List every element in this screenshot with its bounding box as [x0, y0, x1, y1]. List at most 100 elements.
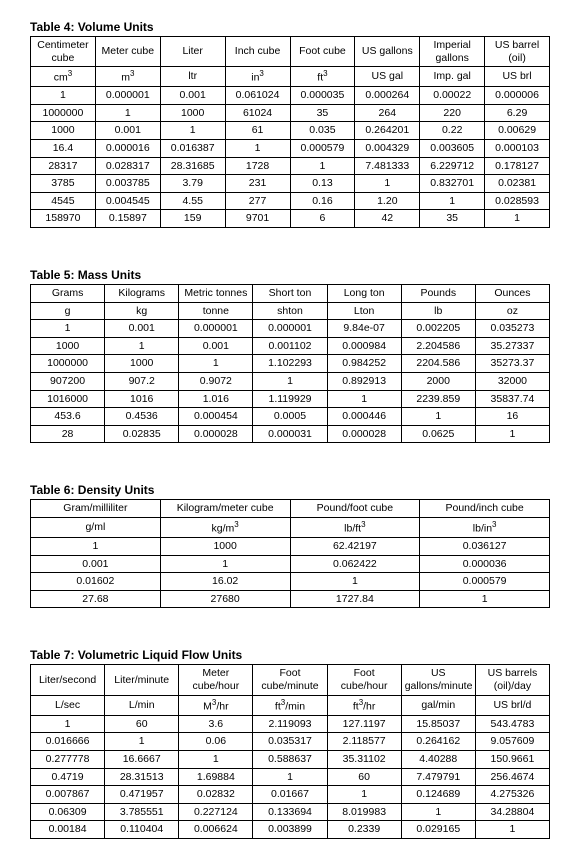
data-cell: 0.004329: [355, 140, 420, 158]
data-cell: 2.204586: [401, 337, 475, 355]
data-cell: 4.275326: [475, 786, 549, 804]
data-cell: 0.036127: [420, 538, 550, 556]
data-cell: 0.000028: [327, 425, 401, 443]
unit-name-header: Liter/minute: [105, 665, 179, 695]
data-cell: 9701: [225, 210, 290, 228]
data-cell: 8.019983: [327, 803, 401, 821]
data-cell: 0.001: [160, 87, 225, 105]
unit-symbol-header: M3/hr: [179, 695, 253, 715]
data-cell: 60: [327, 768, 401, 786]
data-cell: 907.2: [105, 373, 179, 391]
data-cell: 15.85037: [401, 715, 475, 733]
data-cell: 1.016: [179, 390, 253, 408]
data-cell: 0.00184: [31, 821, 105, 839]
unit-name-header: Liter/second: [31, 665, 105, 695]
data-cell: 27.68: [31, 590, 161, 608]
data-cell: 0.002205: [401, 320, 475, 338]
data-cell: 0.9072: [179, 373, 253, 391]
unit-name-header: US barrels (oil)/day: [475, 665, 549, 695]
unit-name-header: Foot cube/hour: [327, 665, 401, 695]
data-cell: 1000: [31, 122, 96, 140]
data-cell: 1000000: [31, 355, 105, 373]
table-row: 0.01666610.060.0353172.1185770.2641629.0…: [31, 733, 550, 751]
data-cell: 3.785551: [105, 803, 179, 821]
data-cell: 0.004545: [95, 192, 160, 210]
data-cell: 6: [290, 210, 355, 228]
data-cell: 231: [225, 175, 290, 193]
table-row: 0.27777816.666710.58863735.311024.402881…: [31, 750, 550, 768]
data-cell: 0.000103: [485, 140, 550, 158]
data-cell: 4545: [31, 192, 96, 210]
data-cell: 0.028317: [95, 157, 160, 175]
data-cell: 0.035273: [475, 320, 549, 338]
data-cell: 0.006624: [179, 821, 253, 839]
table-title: Table 7: Volumetric Liquid Flow Units: [30, 648, 550, 662]
unit-name-header: Metric tonnes: [179, 285, 253, 303]
data-cell: 0.000001: [179, 320, 253, 338]
data-cell: 0.016666: [31, 733, 105, 751]
data-cell: 0.02835: [105, 425, 179, 443]
unit-symbol-header: ltr: [160, 67, 225, 87]
data-cell: 1000000: [31, 104, 96, 122]
unit-name-header: US gallons/minute: [401, 665, 475, 695]
data-cell: 6.229712: [420, 157, 485, 175]
data-cell: 0.4719: [31, 768, 105, 786]
data-cell: 1: [290, 157, 355, 175]
data-cell: 0.035317: [253, 733, 327, 751]
data-cell: 7.481333: [355, 157, 420, 175]
data-cell: 0.029165: [401, 821, 475, 839]
unit-symbol-header: L/sec: [31, 695, 105, 715]
data-cell: 0.277778: [31, 750, 105, 768]
data-cell: 2204.586: [401, 355, 475, 373]
data-cell: 0.000001: [253, 320, 327, 338]
data-cell: 0.000446: [327, 408, 401, 426]
data-cell: 1016000: [31, 390, 105, 408]
unit-symbol-header: ft3/min: [253, 695, 327, 715]
data-cell: 1: [485, 210, 550, 228]
data-cell: 7.479791: [401, 768, 475, 786]
conversion-table: Liter/secondLiter/minuteMeter cube/hour F…: [30, 664, 550, 838]
data-cell: 0.01667: [253, 786, 327, 804]
data-cell: 1: [95, 104, 160, 122]
data-cell: 0.000006: [485, 87, 550, 105]
table-row: 1589700.158971599701642351: [31, 210, 550, 228]
data-cell: 1: [420, 590, 550, 608]
unit-symbol-header: in3: [225, 67, 290, 87]
data-cell: 150.9661: [475, 750, 549, 768]
table-row: 0.001840.1104040.0066240.0038990.23390.0…: [31, 821, 550, 839]
data-cell: 1000: [31, 337, 105, 355]
data-cell: 4.40288: [401, 750, 475, 768]
unit-symbol-header: kg: [105, 302, 179, 320]
data-cell: 60: [105, 715, 179, 733]
data-cell: 1: [31, 87, 96, 105]
data-cell: 1: [420, 192, 485, 210]
data-cell: 1.119929: [253, 390, 327, 408]
data-cell: 62.42197: [290, 538, 420, 556]
data-cell: 0.4536: [105, 408, 179, 426]
data-cell: 0.003899: [253, 821, 327, 839]
data-cell: 0.000016: [95, 140, 160, 158]
unit-symbol-header: lb: [401, 302, 475, 320]
data-cell: 0.02381: [485, 175, 550, 193]
data-cell: 907200: [31, 373, 105, 391]
data-cell: 28.31685: [160, 157, 225, 175]
data-cell: 1000: [105, 355, 179, 373]
data-cell: 1: [253, 373, 327, 391]
unit-name-header: Pounds: [401, 285, 475, 303]
data-cell: 0.000984: [327, 337, 401, 355]
data-cell: 1: [225, 140, 290, 158]
data-cell: 0.2339: [327, 821, 401, 839]
data-cell: 16.6667: [105, 750, 179, 768]
conversion-table: GramsKilogramsMetric tonnesShort tonLong…: [30, 284, 550, 443]
table-row: 1000000100011.1022930.9842522204.5863527…: [31, 355, 550, 373]
table-row: 453.60.45360.0004540.00050.000446116: [31, 408, 550, 426]
data-cell: 1016: [105, 390, 179, 408]
data-cell: 0.16: [290, 192, 355, 210]
unit-name-header: Meter cube/hour: [179, 665, 253, 695]
data-cell: 3785: [31, 175, 96, 193]
data-cell: 453.6: [31, 408, 105, 426]
unit-symbol-header: g/ml: [31, 517, 161, 537]
data-cell: 0.832701: [420, 175, 485, 193]
data-cell: 1.102293: [253, 355, 327, 373]
data-cell: 0.15897: [95, 210, 160, 228]
